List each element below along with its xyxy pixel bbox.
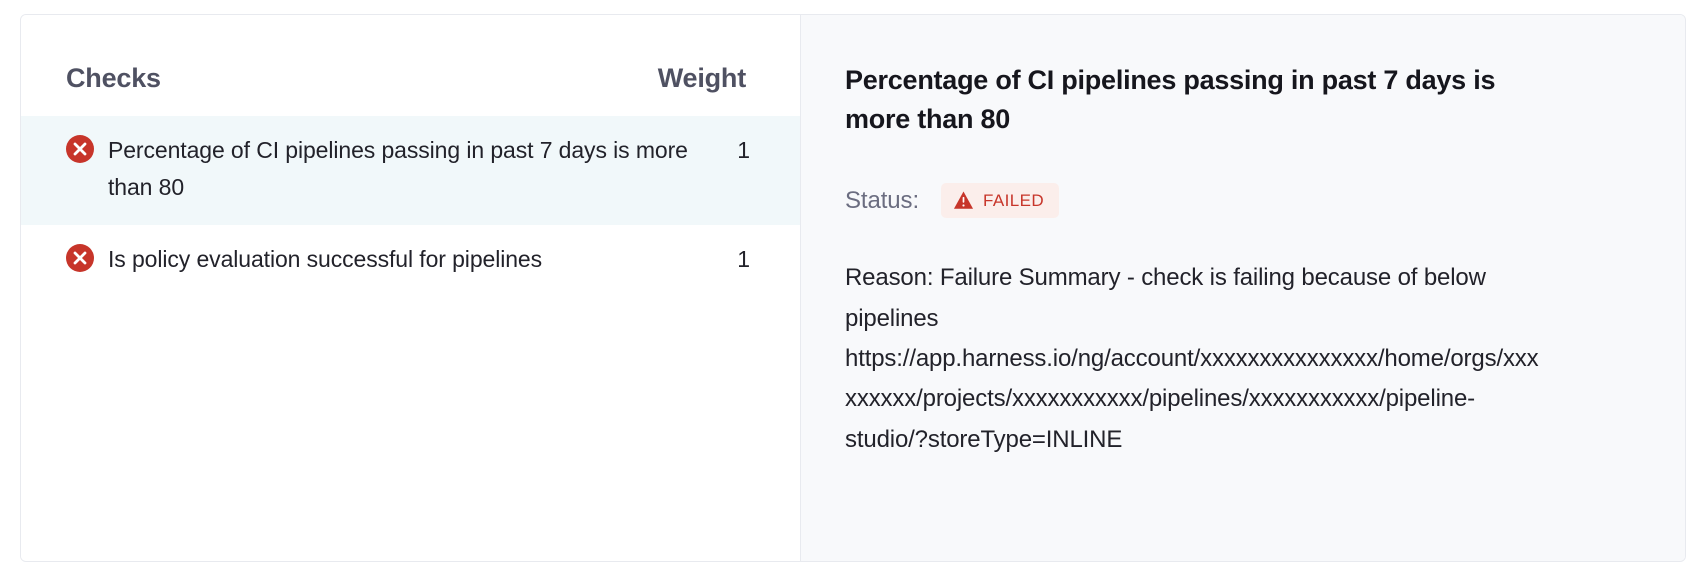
check-detail-panel: Percentage of CI pipelines passing in pa… bbox=[801, 15, 1685, 561]
status-badge-text: FAILED bbox=[983, 190, 1044, 210]
checks-panel: Checks Weight Percentage of CI pipelines… bbox=[21, 15, 801, 561]
check-row-weight: 1 bbox=[737, 245, 750, 272]
check-row-0[interactable]: Percentage of CI pipelines passing in pa… bbox=[21, 116, 800, 225]
status-row: Status: FAILED bbox=[845, 183, 1623, 219]
status-label: Status: bbox=[845, 186, 920, 214]
checks-table-header: Checks Weight bbox=[21, 15, 800, 116]
warning-triangle-icon bbox=[953, 191, 974, 209]
check-details-card: Checks Weight Percentage of CI pipelines… bbox=[20, 14, 1686, 562]
check-row-label: Percentage of CI pipelines passing in pa… bbox=[108, 137, 688, 201]
detail-title: Percentage of CI pipelines passing in pa… bbox=[845, 65, 1496, 135]
column-header-weight: Weight bbox=[657, 63, 746, 93]
column-header-checks: Checks bbox=[66, 63, 161, 93]
failure-reason-text: Reason: Failure Summary - check is faili… bbox=[845, 264, 1539, 453]
status-badge: FAILED bbox=[941, 183, 1059, 219]
check-row-weight: 1 bbox=[737, 137, 750, 163]
check-row-label: Is policy evaluation successful for pipe… bbox=[108, 245, 543, 272]
x-circle-icon bbox=[66, 243, 94, 272]
x-circle-icon bbox=[66, 135, 94, 163]
check-row-1[interactable]: Is policy evaluation successful for pipe… bbox=[21, 225, 800, 296]
